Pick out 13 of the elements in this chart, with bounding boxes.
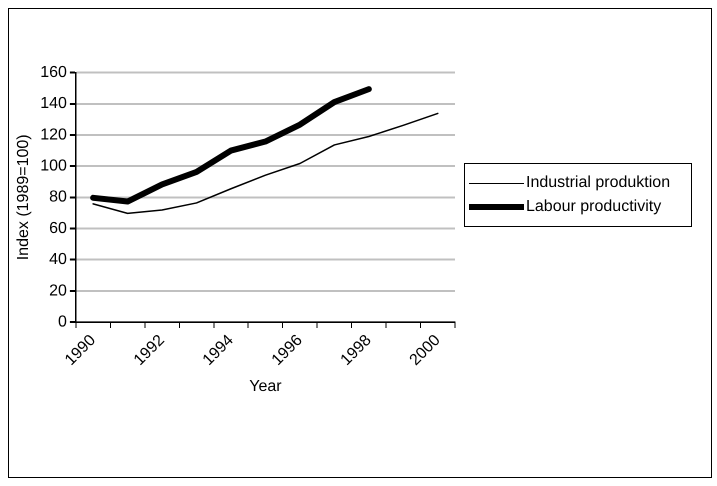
y-tick-label: 80 [49,188,67,206]
y-tick-label: 140 [40,95,67,112]
y-tick-label: 120 [40,126,67,144]
legend-label: Industrial produktion [526,173,670,193]
y-tick-label: 40 [49,251,67,268]
y-tick-label: 160 [40,64,67,82]
y-tick-label: 0 [58,313,67,330]
y-tick-label: 20 [49,282,67,300]
y-tick-label: 60 [49,220,67,237]
y-tick-label: 100 [40,158,67,175]
y-axis-title: Index (1989=100) [15,134,32,260]
legend-label: Labour productivity [526,197,662,217]
x-axis-title: Year [249,378,282,395]
